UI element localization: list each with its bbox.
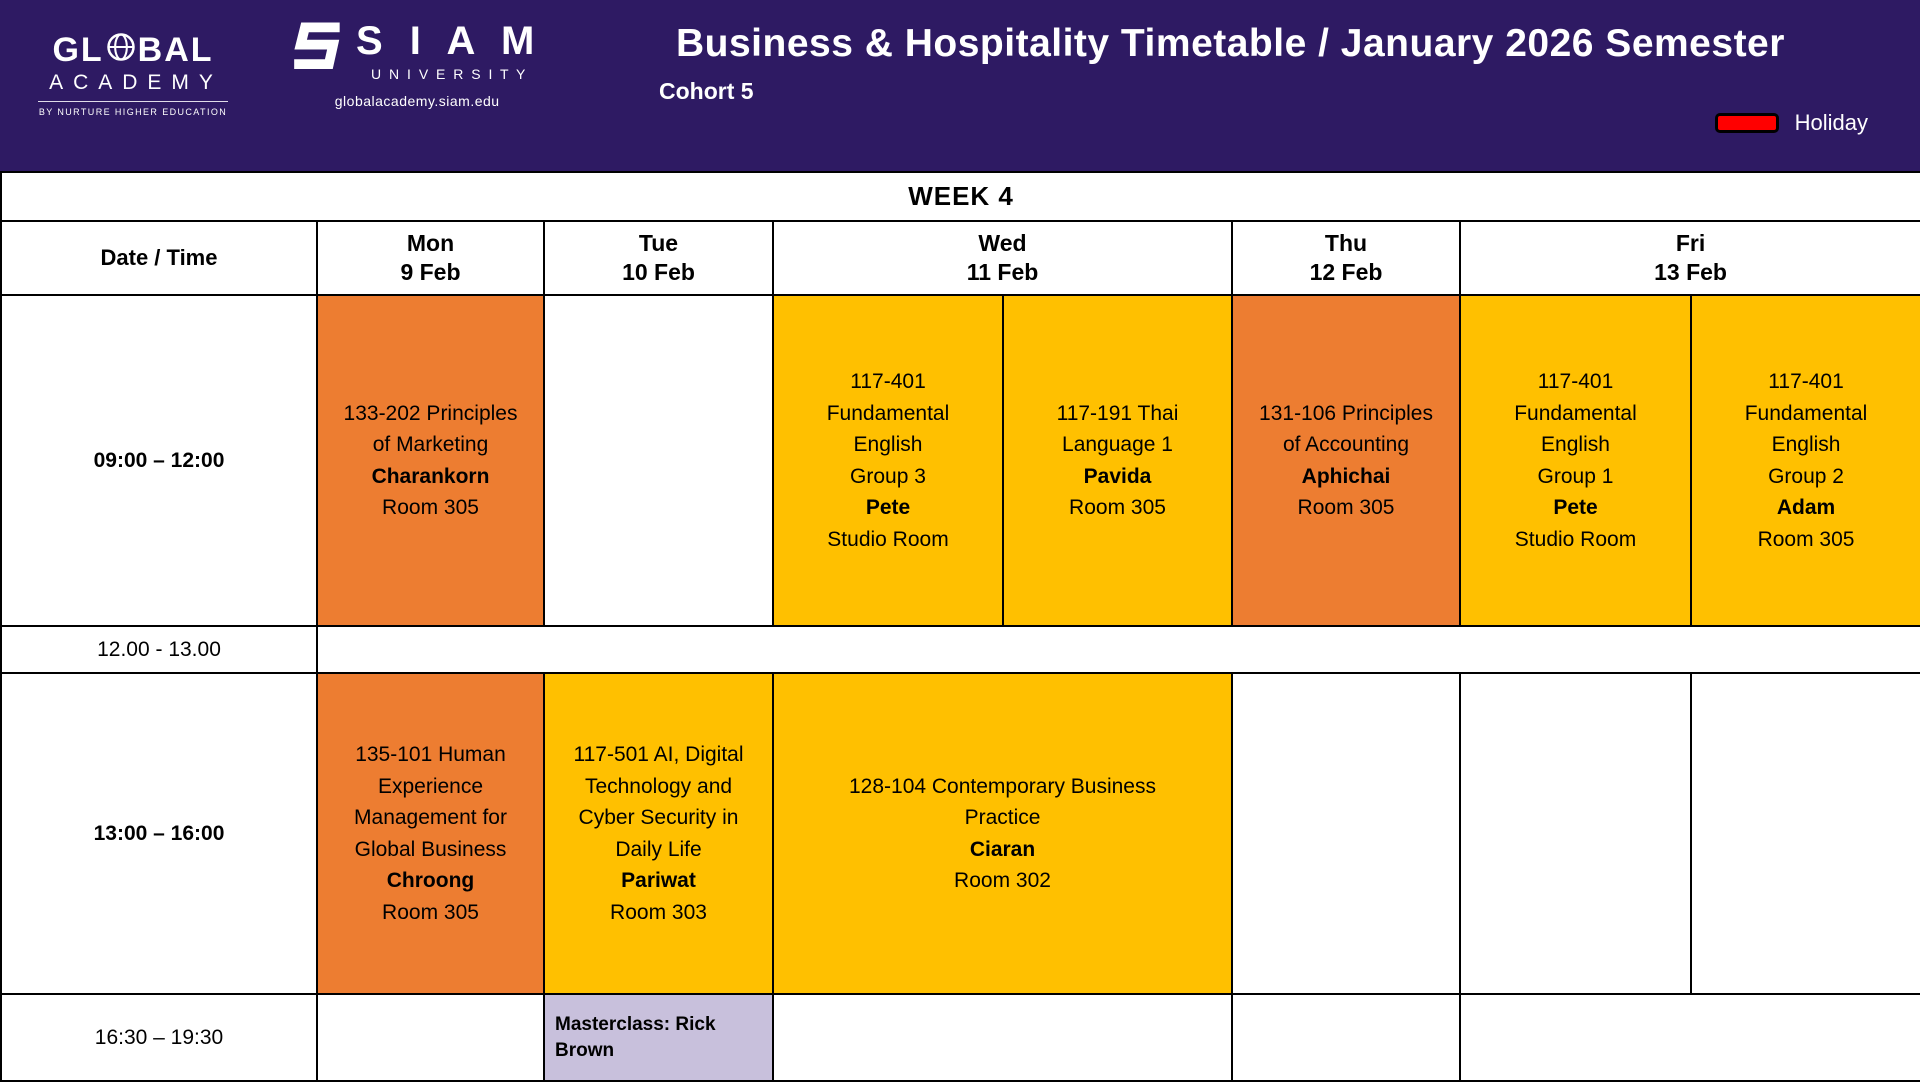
empty-cell-fri-evening	[1458, 993, 1920, 1082]
empty-cell-fri-afternoon-1	[1459, 672, 1692, 995]
global-academy-tagline: BY NURTURE HIGHER EDUCATION	[38, 101, 228, 117]
day-header-fri: Fri 13 Feb	[1458, 220, 1920, 296]
class-cell-fri-morning-2: 117-401 Fundamental English Group 2 Adam…	[1689, 294, 1920, 627]
global-academy-logo: GL BAL ACADEMY BY NURTURE HIGHER EDUCATI…	[38, 32, 228, 117]
day-header-mon: Mon 9 Feb	[316, 220, 545, 296]
empty-cell-tue-morning	[543, 294, 774, 627]
day-header-thu: Thu 12 Feb	[1231, 220, 1461, 296]
class-cell-tue-afternoon: 117-501 AI, Digital Technology and Cyber…	[543, 672, 774, 995]
date-time-header: Date / Time	[0, 220, 318, 296]
page-title: Business & Hospitality Timetable / Janua…	[676, 22, 1785, 65]
class-cell-wed-afternoon: 128-104 Contemporary Business Practice C…	[772, 672, 1233, 995]
masterclass-cell-tue-evening: Masterclass: Rick Brown	[543, 993, 774, 1082]
day-header-wed: Wed 11 Feb	[772, 220, 1233, 296]
class-cell-mon-morning: 133-202 Principles of Marketing Charanko…	[316, 294, 545, 627]
siam-website: globalacademy.siam.edu	[334, 93, 500, 109]
empty-cell-fri-afternoon-2	[1689, 672, 1920, 995]
time-label-afternoon: 13:00 – 16:00	[0, 672, 318, 995]
global-wordmark-post: BAL	[137, 31, 214, 69]
global-academy-wordmark: GL BAL	[38, 32, 228, 68]
title-block: Business & Hospitality Timetable / Janua…	[659, 22, 1785, 105]
time-label-lunch: 12.00 - 13.00	[0, 625, 318, 674]
siam-subtitle: U N I V E R S I T Y	[371, 66, 528, 82]
class-cell-wed-morning-1: 117-401 Fundamental English Group 3 Pete…	[772, 294, 1004, 627]
week-label: WEEK 4	[0, 171, 1920, 222]
cohort-label: Cohort 5	[659, 78, 754, 104]
academy-wordmark: ACADEMY	[49, 71, 223, 94]
day-header-tue: Tue 10 Feb	[543, 220, 774, 296]
siam-name: S I A M	[356, 19, 543, 63]
time-label-evening: 16:30 – 19:30	[0, 993, 318, 1082]
class-cell-fri-morning-1: 117-401 Fundamental English Group 1 Pete…	[1459, 294, 1692, 627]
class-cell-mon-afternoon: 135-101 Human Experience Management for …	[316, 672, 545, 995]
siam-university-logo: S I A M U N I V E R S I T Y globalacadem…	[292, 20, 542, 109]
holiday-color-swatch	[1714, 113, 1779, 133]
empty-cell-thu-evening	[1231, 993, 1461, 1082]
siam-logo-row: S I A M U N I V E R S I T Y	[292, 20, 542, 83]
globe-icon	[106, 32, 136, 68]
empty-cell-wed-evening	[772, 993, 1233, 1082]
time-label-morning: 09:00 – 12:00	[0, 294, 318, 627]
empty-cell-mon-evening	[316, 993, 545, 1082]
lunch-empty-cell	[315, 625, 1920, 674]
empty-cell-thu-afternoon	[1231, 672, 1461, 995]
global-wordmark-pre: GL	[52, 31, 104, 69]
holiday-legend: Holiday	[1714, 110, 1868, 136]
siam-wordmark: S I A M U N I V E R S I T Y	[356, 21, 542, 82]
holiday-label: Holiday	[1794, 110, 1868, 135]
header-bar: GL BAL ACADEMY BY NURTURE HIGHER EDUCATI…	[0, 0, 1920, 171]
class-cell-thu-morning: 131-106 Principles of Accounting Aphicha…	[1231, 294, 1461, 627]
timetable-grid: WEEK 4 Date / Time Mon 9 Feb Tue 10 Feb …	[0, 171, 1920, 1082]
class-cell-wed-morning-2: 117-191 Thai Language 1 Pavida Room 305	[1002, 294, 1233, 627]
siam-s-icon	[292, 20, 344, 83]
